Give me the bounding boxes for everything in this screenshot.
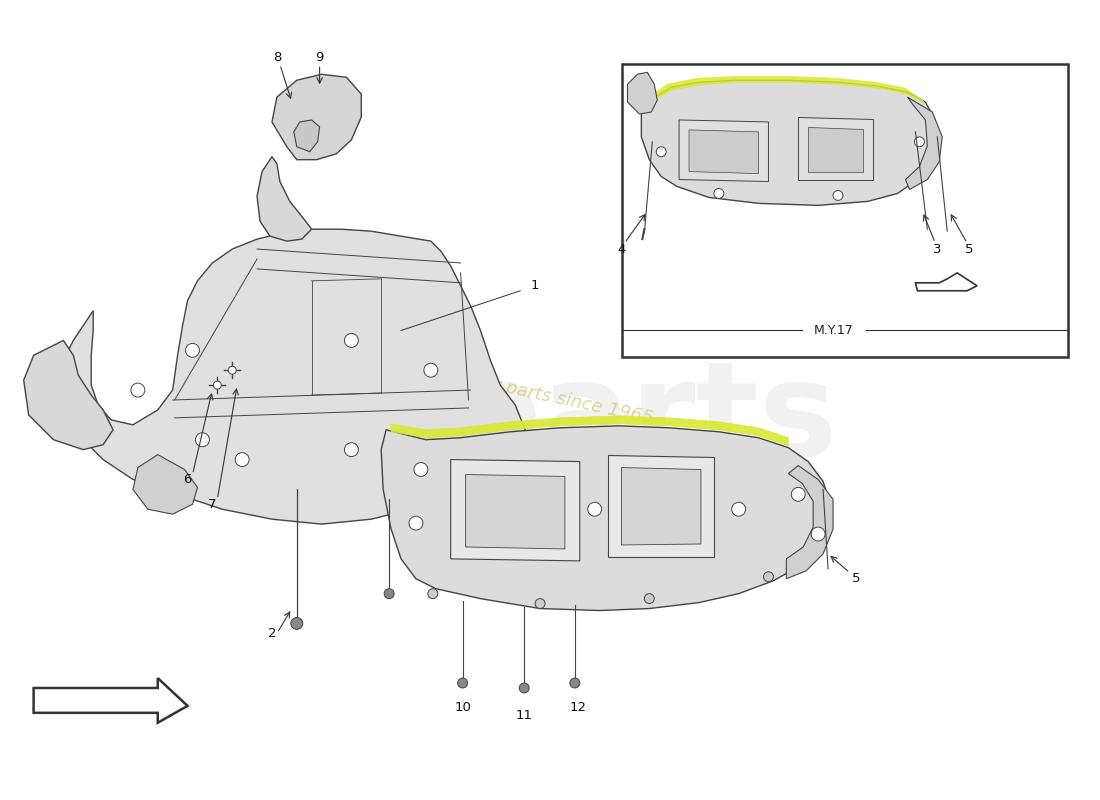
Circle shape bbox=[384, 589, 394, 598]
Circle shape bbox=[535, 598, 544, 609]
Circle shape bbox=[763, 572, 773, 582]
Polygon shape bbox=[905, 97, 943, 190]
Text: 2uparts: 2uparts bbox=[262, 356, 838, 483]
Polygon shape bbox=[24, 341, 113, 450]
Polygon shape bbox=[808, 127, 862, 171]
Circle shape bbox=[714, 189, 724, 198]
Text: 3: 3 bbox=[933, 242, 942, 255]
Polygon shape bbox=[58, 229, 525, 524]
Text: 11: 11 bbox=[516, 710, 532, 722]
Polygon shape bbox=[257, 157, 311, 241]
Text: 9: 9 bbox=[316, 51, 323, 64]
Bar bbox=[621, 64, 1068, 358]
Circle shape bbox=[290, 618, 303, 630]
Polygon shape bbox=[294, 120, 320, 152]
Circle shape bbox=[570, 678, 580, 688]
Polygon shape bbox=[272, 74, 361, 160]
Circle shape bbox=[235, 453, 249, 466]
Circle shape bbox=[732, 502, 746, 516]
Polygon shape bbox=[679, 120, 769, 182]
Polygon shape bbox=[641, 80, 935, 206]
Text: a passion for parts since 1965: a passion for parts since 1965 bbox=[385, 353, 654, 427]
Circle shape bbox=[344, 442, 359, 457]
Polygon shape bbox=[799, 117, 872, 179]
Polygon shape bbox=[915, 273, 977, 290]
Text: 8: 8 bbox=[273, 51, 282, 64]
Polygon shape bbox=[461, 440, 556, 519]
Polygon shape bbox=[465, 474, 565, 549]
Text: 4: 4 bbox=[617, 242, 626, 255]
Text: 1: 1 bbox=[531, 279, 539, 292]
Circle shape bbox=[519, 683, 529, 693]
Circle shape bbox=[458, 678, 468, 688]
Circle shape bbox=[229, 366, 236, 374]
Text: 5: 5 bbox=[851, 572, 860, 586]
Text: M.Y.17: M.Y.17 bbox=[814, 324, 854, 337]
Polygon shape bbox=[133, 454, 198, 514]
Circle shape bbox=[424, 363, 438, 377]
Circle shape bbox=[587, 502, 602, 516]
Polygon shape bbox=[392, 416, 789, 446]
Circle shape bbox=[409, 516, 422, 530]
Circle shape bbox=[414, 462, 428, 477]
Circle shape bbox=[131, 383, 145, 397]
Polygon shape bbox=[621, 467, 701, 545]
Circle shape bbox=[811, 527, 825, 541]
Circle shape bbox=[428, 589, 438, 598]
Circle shape bbox=[833, 190, 843, 200]
Polygon shape bbox=[451, 459, 580, 561]
Text: 5: 5 bbox=[965, 242, 974, 255]
Circle shape bbox=[213, 381, 221, 389]
Circle shape bbox=[196, 433, 209, 446]
Text: 12: 12 bbox=[570, 702, 586, 714]
Circle shape bbox=[657, 146, 667, 157]
Polygon shape bbox=[627, 72, 658, 114]
Circle shape bbox=[914, 137, 924, 146]
Polygon shape bbox=[786, 466, 833, 578]
Polygon shape bbox=[607, 454, 714, 557]
Text: 10: 10 bbox=[454, 702, 471, 714]
Circle shape bbox=[186, 343, 199, 358]
Polygon shape bbox=[382, 426, 830, 610]
Text: 7: 7 bbox=[208, 498, 217, 510]
Text: a passion for parts since 1965: a passion for parts since 1965 bbox=[385, 422, 654, 497]
Circle shape bbox=[344, 334, 359, 347]
Polygon shape bbox=[647, 76, 925, 105]
Text: 2: 2 bbox=[267, 627, 276, 640]
Polygon shape bbox=[689, 130, 759, 174]
Text: 6: 6 bbox=[184, 473, 191, 486]
Polygon shape bbox=[34, 678, 187, 722]
Circle shape bbox=[791, 487, 805, 502]
Circle shape bbox=[645, 594, 654, 603]
